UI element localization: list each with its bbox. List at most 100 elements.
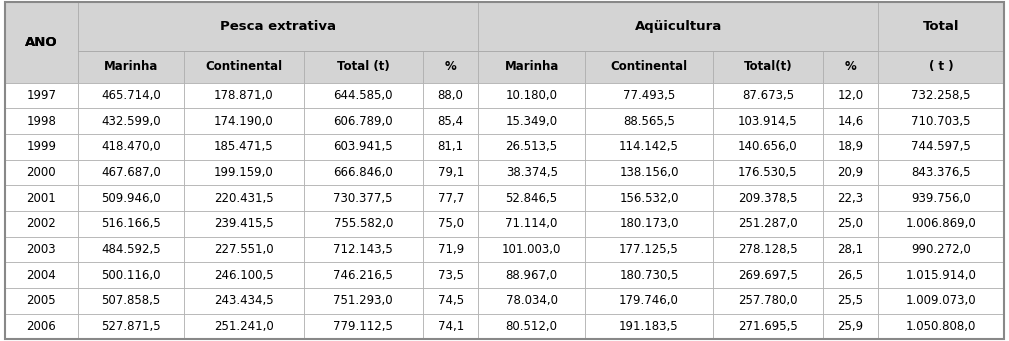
- Text: 484.592,5: 484.592,5: [101, 243, 160, 256]
- Text: 271.695,5: 271.695,5: [738, 320, 798, 333]
- Bar: [822, 83, 878, 108]
- Text: 2004: 2004: [26, 269, 57, 282]
- Text: 507.858,5: 507.858,5: [101, 294, 160, 307]
- Text: 730.377,5: 730.377,5: [334, 192, 393, 205]
- Text: %: %: [845, 60, 857, 73]
- Bar: [478, 186, 585, 211]
- Bar: [304, 314, 423, 339]
- Text: 78.034,0: 78.034,0: [506, 294, 558, 307]
- Text: 1.015.914,0: 1.015.914,0: [906, 269, 977, 282]
- Bar: [478, 211, 585, 237]
- Bar: [5, 83, 78, 108]
- Bar: [304, 211, 423, 237]
- Bar: [185, 134, 304, 160]
- Text: 85,4: 85,4: [438, 115, 464, 128]
- Bar: [423, 160, 478, 186]
- Text: 666.846,0: 666.846,0: [333, 166, 394, 179]
- Text: 74,5: 74,5: [438, 294, 464, 307]
- Bar: [5, 108, 78, 134]
- Bar: [478, 262, 585, 288]
- Text: 1997: 1997: [26, 89, 57, 102]
- Bar: [423, 262, 478, 288]
- Text: 88,0: 88,0: [438, 89, 463, 102]
- Bar: [878, 211, 1004, 237]
- Bar: [585, 288, 713, 314]
- Bar: [5, 237, 78, 262]
- Text: 77.493,5: 77.493,5: [623, 89, 675, 102]
- Bar: [478, 160, 585, 186]
- Bar: [585, 237, 713, 262]
- Bar: [78, 211, 185, 237]
- Text: 1.009.073,0: 1.009.073,0: [906, 294, 977, 307]
- Bar: [5, 262, 78, 288]
- Text: 2005: 2005: [26, 294, 57, 307]
- Text: 28,1: 28,1: [837, 243, 864, 256]
- Bar: [713, 160, 822, 186]
- Bar: [185, 314, 304, 339]
- Bar: [822, 51, 878, 83]
- Text: 199.159,0: 199.159,0: [214, 166, 273, 179]
- Text: Total(t): Total(t): [744, 60, 792, 73]
- Bar: [585, 51, 713, 83]
- Text: 179.746,0: 179.746,0: [619, 294, 679, 307]
- Text: 246.100,5: 246.100,5: [214, 269, 273, 282]
- Bar: [822, 314, 878, 339]
- Text: ANO: ANO: [25, 36, 58, 49]
- Bar: [78, 51, 185, 83]
- Text: 1998: 1998: [26, 115, 57, 128]
- Bar: [423, 186, 478, 211]
- Bar: [5, 186, 78, 211]
- Text: 2000: 2000: [26, 166, 57, 179]
- Text: 103.914,5: 103.914,5: [738, 115, 798, 128]
- Bar: [78, 186, 185, 211]
- Text: 25,0: 25,0: [837, 217, 864, 230]
- Bar: [478, 288, 585, 314]
- Text: 251.287,0: 251.287,0: [738, 217, 798, 230]
- Text: Total (t): Total (t): [337, 60, 389, 73]
- Text: %: %: [445, 60, 456, 73]
- Bar: [78, 288, 185, 314]
- Text: 174.190,0: 174.190,0: [214, 115, 273, 128]
- Text: 465.714,0: 465.714,0: [101, 89, 160, 102]
- Text: 138.156,0: 138.156,0: [620, 166, 679, 179]
- Text: 269.697,5: 269.697,5: [738, 269, 798, 282]
- Text: 177.125,5: 177.125,5: [620, 243, 679, 256]
- Bar: [878, 288, 1004, 314]
- Text: 2006: 2006: [26, 320, 57, 333]
- Bar: [5, 160, 78, 186]
- Bar: [78, 83, 185, 108]
- Bar: [185, 108, 304, 134]
- Text: 257.780,0: 257.780,0: [738, 294, 797, 307]
- Text: 227.551,0: 227.551,0: [214, 243, 273, 256]
- Text: 220.431,5: 220.431,5: [214, 192, 273, 205]
- Bar: [478, 83, 585, 108]
- Text: 77,7: 77,7: [438, 192, 464, 205]
- Bar: [185, 83, 304, 108]
- Bar: [878, 160, 1004, 186]
- Text: 14,6: 14,6: [837, 115, 864, 128]
- Bar: [423, 134, 478, 160]
- Text: Marinha: Marinha: [504, 60, 559, 73]
- Bar: [585, 134, 713, 160]
- Text: 251.241,0: 251.241,0: [214, 320, 273, 333]
- Text: 26,5: 26,5: [837, 269, 864, 282]
- Text: 10.180,0: 10.180,0: [506, 89, 558, 102]
- Text: 12,0: 12,0: [837, 89, 864, 102]
- Text: 644.585,0: 644.585,0: [334, 89, 393, 102]
- Bar: [304, 160, 423, 186]
- Text: 732.258,5: 732.258,5: [911, 89, 971, 102]
- Text: 87.673,5: 87.673,5: [742, 89, 794, 102]
- Bar: [713, 262, 822, 288]
- Bar: [478, 51, 585, 83]
- Bar: [822, 108, 878, 134]
- Bar: [423, 83, 478, 108]
- Bar: [304, 108, 423, 134]
- Text: 71,9: 71,9: [438, 243, 464, 256]
- Bar: [878, 186, 1004, 211]
- Bar: [78, 314, 185, 339]
- Bar: [5, 314, 78, 339]
- Text: 746.216,5: 746.216,5: [333, 269, 394, 282]
- Text: 751.293,0: 751.293,0: [333, 294, 394, 307]
- Bar: [78, 108, 185, 134]
- Bar: [304, 83, 423, 108]
